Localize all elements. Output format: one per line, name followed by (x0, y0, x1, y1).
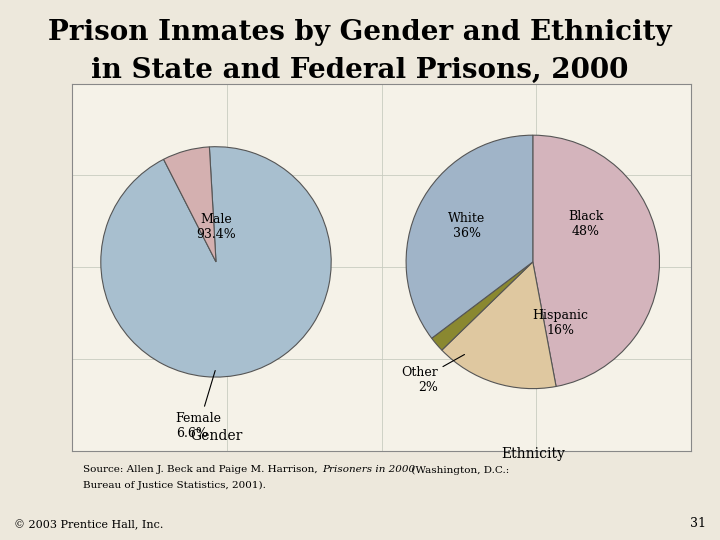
Wedge shape (406, 135, 533, 338)
Text: Hispanic
16%: Hispanic 16% (533, 309, 589, 337)
Text: in State and Federal Prisons, 2000: in State and Federal Prisons, 2000 (91, 57, 629, 84)
Wedge shape (442, 262, 556, 389)
Text: Black
48%: Black 48% (568, 210, 603, 238)
Text: Other
2%: Other 2% (401, 354, 464, 394)
Text: Prisoners in 2000: Prisoners in 2000 (323, 465, 415, 475)
Wedge shape (163, 147, 216, 262)
Text: White
36%: White 36% (449, 212, 485, 240)
Text: Female
6.6%: Female 6.6% (176, 370, 222, 440)
Wedge shape (101, 147, 331, 377)
Text: Male
93.4%: Male 93.4% (196, 213, 236, 241)
Text: Prison Inmates by Gender and Ethnicity: Prison Inmates by Gender and Ethnicity (48, 19, 672, 46)
Text: © 2003 Prentice Hall, Inc.: © 2003 Prentice Hall, Inc. (14, 519, 163, 530)
Text: 31: 31 (690, 517, 706, 530)
Wedge shape (432, 262, 533, 350)
Wedge shape (533, 135, 660, 387)
Text: (Washington, D.C.:: (Washington, D.C.: (408, 465, 510, 475)
Title: Gender: Gender (190, 429, 242, 443)
Title: Ethnicity: Ethnicity (501, 447, 564, 461)
Text: Bureau of Justice Statistics, 2001).: Bureau of Justice Statistics, 2001). (83, 481, 266, 490)
Text: Source: Allen J. Beck and Paige M. Harrison,: Source: Allen J. Beck and Paige M. Harri… (83, 465, 320, 475)
